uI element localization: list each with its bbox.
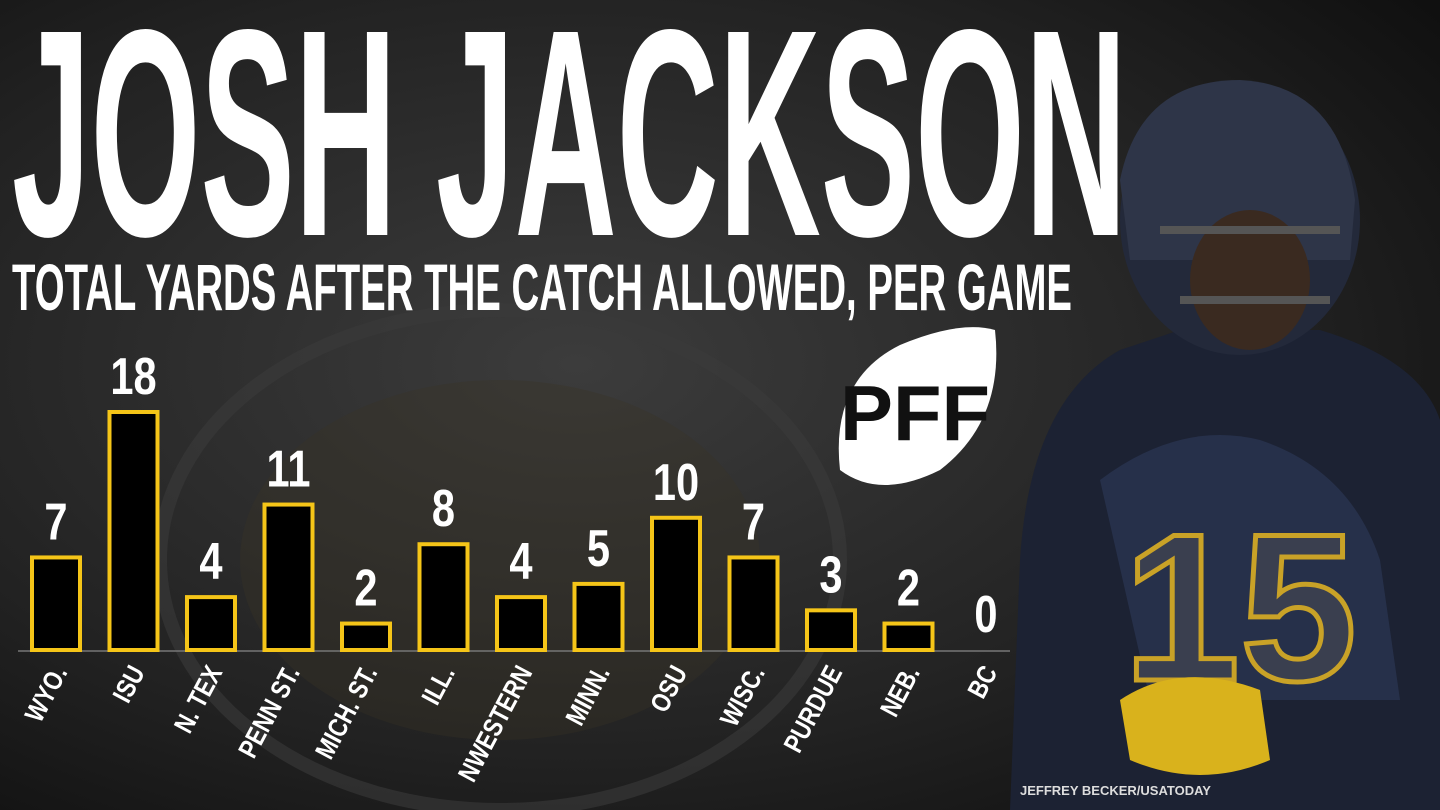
bar	[650, 515, 702, 652]
data-label: 7	[742, 492, 765, 551]
bar	[727, 555, 780, 653]
data-label: 2	[354, 558, 377, 617]
logo-shape	[838, 327, 997, 485]
photo-credit: JEFFREY BECKER/USATODAY	[1020, 783, 1211, 798]
data-label: 7	[44, 492, 67, 551]
bar	[30, 555, 82, 653]
chart-title: JOSH JACKSON	[12, 0, 1127, 298]
data-label: 18	[110, 347, 156, 406]
bar	[572, 581, 625, 653]
bar	[805, 608, 857, 652]
data-label: 4	[199, 532, 222, 591]
data-label: 10	[653, 452, 699, 511]
bar	[495, 595, 547, 652]
data-label: 11	[267, 439, 311, 498]
data-label: 2	[897, 558, 920, 617]
data-label: 4	[509, 532, 532, 591]
chart-subtitle: TOTAL YARDS AFTER THE CATCH ALLOWED, PER…	[12, 250, 1072, 324]
data-label: 8	[432, 479, 455, 538]
bar	[107, 410, 160, 652]
bar	[185, 595, 237, 652]
bar	[882, 621, 935, 652]
bar	[417, 542, 470, 653]
bar	[340, 621, 392, 652]
watermark-logo	[153, 303, 847, 810]
data-label: 0	[974, 585, 997, 644]
data-label: 3	[819, 545, 842, 604]
bar	[262, 502, 315, 652]
data-label: 5	[587, 518, 610, 577]
logo-text: PFF	[840, 369, 990, 457]
player-photo: 15	[1010, 80, 1440, 810]
